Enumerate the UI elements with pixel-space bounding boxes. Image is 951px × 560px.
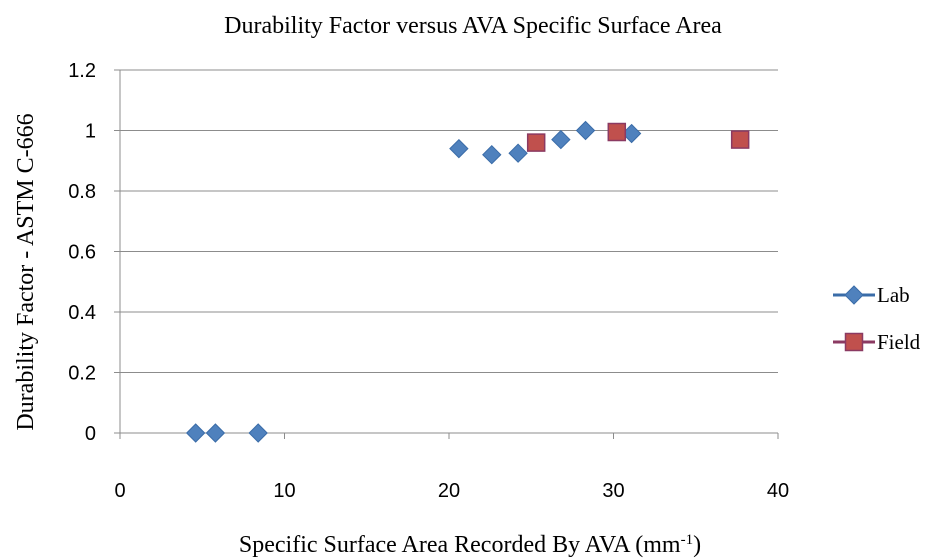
x-tick-label: 40 <box>767 480 789 502</box>
lab-point <box>575 120 596 141</box>
field-point <box>730 130 750 149</box>
y-tick-label: 0.4 <box>68 302 96 324</box>
lab-point <box>185 423 206 443</box>
x-axis-title-superscript: -1 <box>681 532 694 548</box>
field-point <box>607 122 627 142</box>
legend-lab-marker <box>844 285 864 305</box>
data-points <box>185 120 750 443</box>
field-point <box>526 133 546 152</box>
y-tick-label: 1.2 <box>68 60 96 82</box>
lab-point <box>205 423 226 443</box>
y-tick-label: 0 <box>85 423 96 445</box>
lab-point <box>248 423 268 443</box>
chart-title: Durability Factor versus AVA Specific Su… <box>224 13 722 39</box>
legend-field-label: Field <box>877 330 921 354</box>
gridlines <box>120 69 778 373</box>
x-axis-title-text: Specific Surface Area Recorded By AVA (m… <box>239 532 681 558</box>
x-axis-title: Specific Surface Area Recorded By AVA (m… <box>239 532 701 558</box>
legend: Lab Field <box>833 283 921 354</box>
y-tick-label: 0.8 <box>68 181 96 203</box>
x-axis-title-suffix: ) <box>693 532 701 558</box>
y-axis-title: Durability Factor - ASTM C-666 <box>13 113 39 430</box>
y-tick-label: 0.2 <box>68 363 96 385</box>
axes: 0 0.2 0.4 0.6 0.8 1 1.2 0 10 20 30 40 <box>68 60 789 502</box>
y-tick-label: 0.6 <box>68 242 96 264</box>
legend-lab-label: Lab <box>877 283 910 307</box>
x-tick-label: 0 <box>114 480 125 502</box>
x-tick-label: 20 <box>438 480 460 502</box>
lab-point <box>482 144 502 165</box>
x-tick-label: 30 <box>602 480 624 502</box>
x-tick-label: 10 <box>273 480 295 502</box>
lab-point <box>551 129 571 150</box>
legend-field-marker <box>844 332 864 352</box>
lab-point <box>449 138 469 159</box>
lab-point <box>508 143 528 163</box>
y-tick-label: 1 <box>85 121 96 143</box>
